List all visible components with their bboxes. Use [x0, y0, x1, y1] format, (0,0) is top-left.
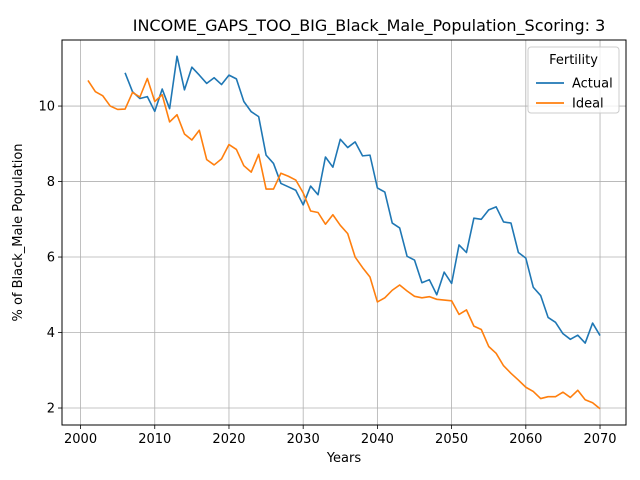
x-axis-title: Years — [326, 451, 362, 466]
x-tick-label: 2060 — [509, 432, 542, 447]
chart-title: INCOME_GAPS_TOO_BIG_Black_Male_Populatio… — [133, 16, 606, 36]
x-tick-label: 2070 — [583, 432, 616, 447]
legend-label-ideal: Ideal — [572, 97, 604, 112]
series-layer — [87, 55, 601, 410]
y-axis-title: % of Black_Male Population — [11, 143, 26, 321]
x-tick-label: 2030 — [287, 432, 320, 447]
y-tick-label: 2 — [47, 402, 55, 417]
y-tick-label: 4 — [47, 326, 55, 341]
x-tick-label: 2000 — [64, 432, 97, 447]
x-tick-label: 2050 — [435, 432, 468, 447]
series-line-ideal — [87, 77, 601, 410]
y-tick-label: 10 — [38, 100, 55, 115]
y-tick-label: 6 — [47, 251, 55, 266]
legend: Fertility Actual Ideal — [527, 46, 620, 114]
x-tick-label: 2020 — [212, 432, 245, 447]
legend-title: Fertility — [549, 53, 598, 68]
x-tick-label: 2010 — [138, 432, 171, 447]
x-tick-label: 2040 — [361, 432, 394, 447]
plot-frame — [61, 39, 627, 426]
series-line-actual — [124, 55, 601, 344]
axis-ticks: 2000 2010 2020 2030 2040 2050 2060 2070 2 4 6 8 10 — [38, 100, 616, 447]
y-tick-label: 8 — [47, 175, 55, 190]
legend-box — [527, 46, 620, 114]
legend-label-actual: Actual — [572, 77, 613, 92]
